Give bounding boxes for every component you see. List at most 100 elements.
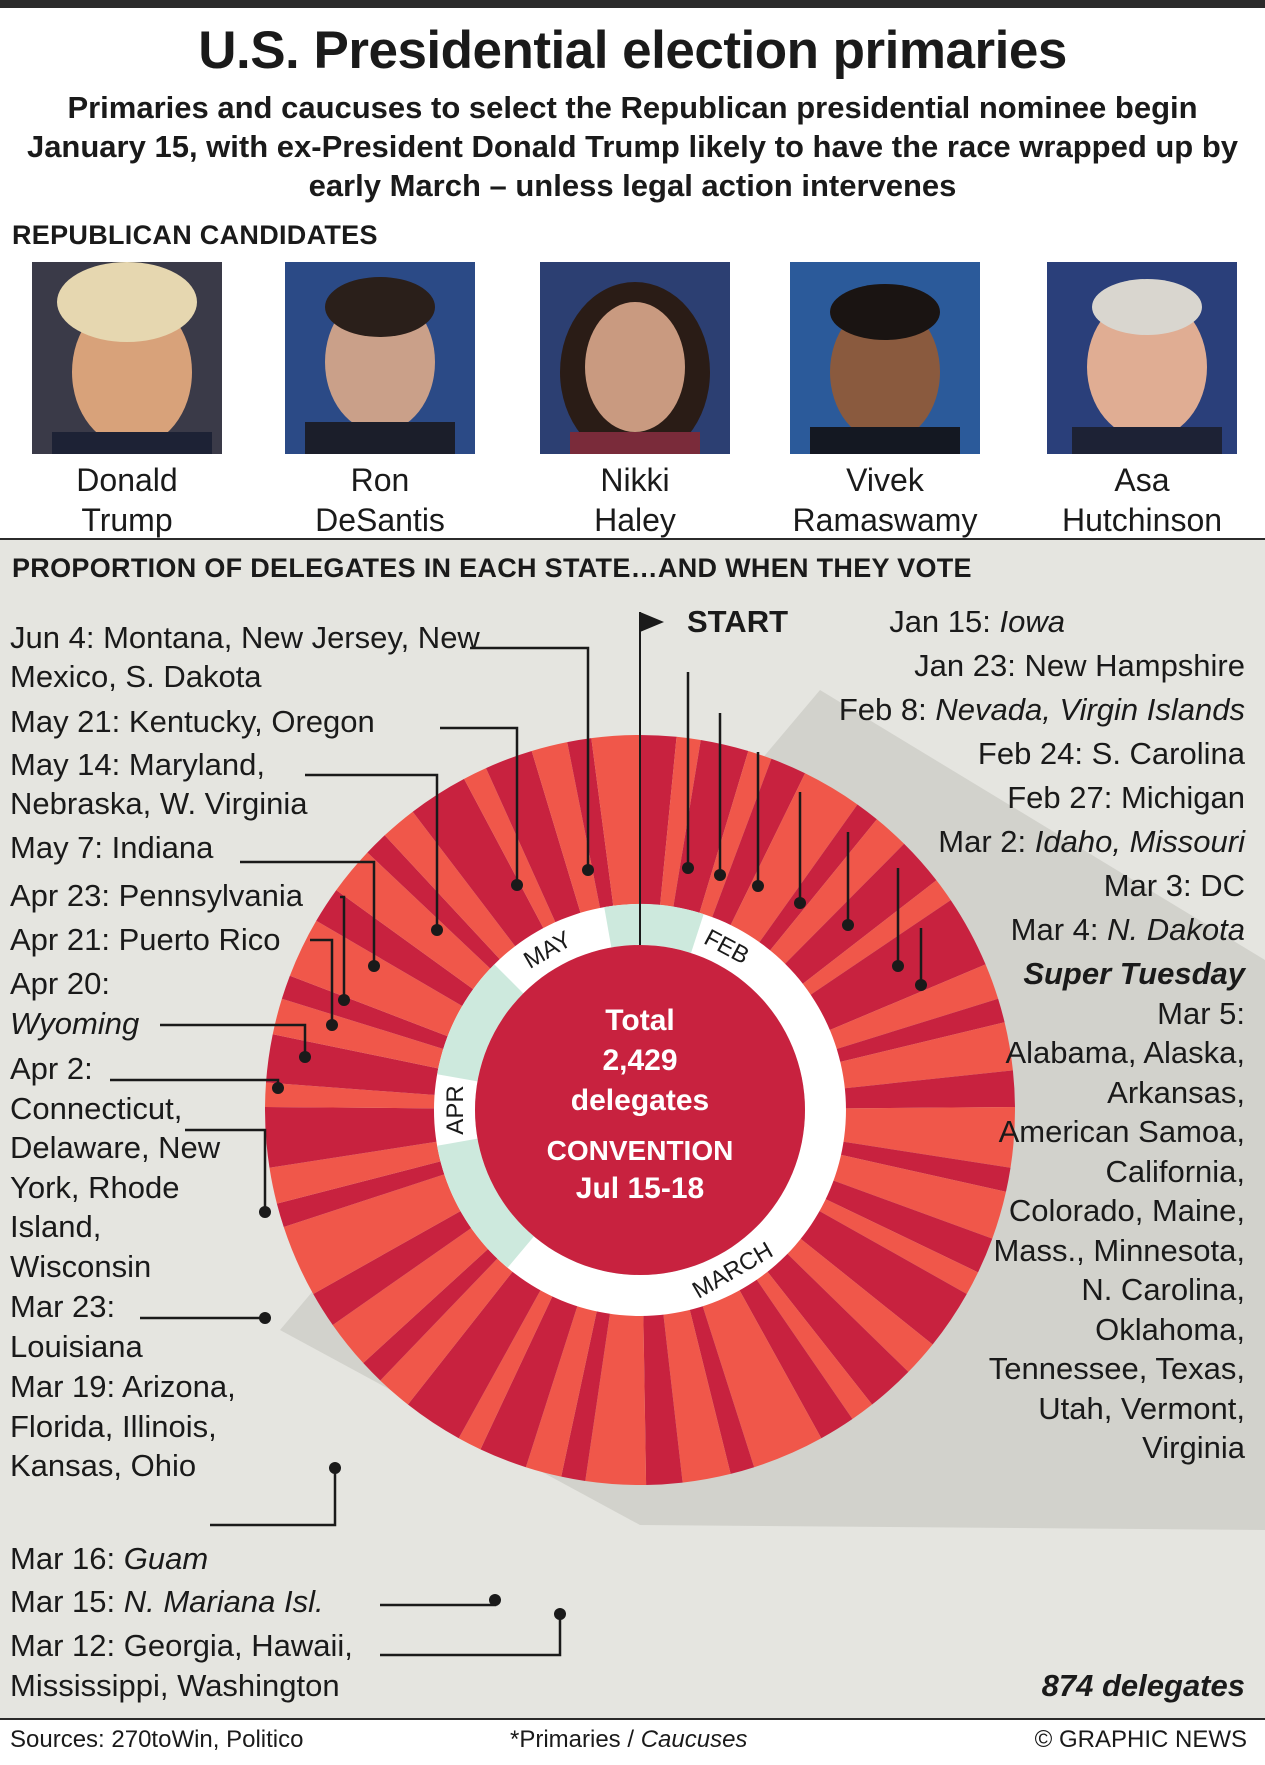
candidate-ramaswamy: Vivek Ramaswamy (790, 262, 980, 540)
event-date: Apr 23: (10, 878, 110, 913)
delegate-wedge (281, 975, 449, 1050)
event-apr20: Apr 20: Wyoming (10, 964, 139, 1044)
leader-line (185, 1128, 267, 1212)
candidate-last-name: Ramaswamy (792, 502, 978, 538)
delegate-wedge (799, 1210, 967, 1345)
footer-credit: © GRAPHIC NEWS (1034, 1726, 1247, 1753)
event-mar3: Mar 3: DC (1104, 866, 1245, 905)
event-mar16: Mar 16: Guam (10, 1539, 208, 1578)
leader-dot (489, 1594, 501, 1606)
top-rule (0, 0, 1265, 8)
event-date: Mar 2: (938, 824, 1027, 859)
event-jan23: Jan 23: New Hampshire (914, 646, 1245, 685)
event-date: May 7: (10, 830, 104, 865)
delegate-wedge (663, 1308, 731, 1483)
event-apr2: Apr 2: Connecticut, Delaware, New York, … (10, 1049, 240, 1286)
candidate-first-name: Vivek (846, 462, 924, 498)
super-tuesday-title: Super Tuesday (1023, 956, 1245, 991)
candidate-first-name: Nikki (600, 462, 670, 498)
delegate-wedge (485, 750, 581, 924)
delegate-wedge (591, 735, 640, 907)
delegate-wedge (640, 735, 677, 906)
candidate-name: Nikki Haley (540, 460, 730, 540)
candidates-heading-text: REPUBLICAN CANDIDATES (12, 220, 378, 250)
leader-dot (915, 979, 927, 991)
event-places: New Hampshire (1024, 648, 1245, 683)
leader-dot (338, 994, 350, 1006)
candidate-photo (285, 262, 475, 454)
event-mar2: Mar 2: Idaho, Missouri (938, 822, 1245, 861)
delegate-wedge (786, 1238, 933, 1372)
candidate-first-name: Ron (350, 462, 410, 498)
event-jun4: Jun 4: Montana, New Jersey, New Mexico, … (10, 618, 490, 696)
delegate-wedge (525, 1305, 597, 1477)
candidate-trump: Donald Trump (32, 262, 222, 540)
event-date: Jun 4: (10, 620, 95, 655)
center-total-line3: delegates (571, 1084, 709, 1117)
delegate-wedge (269, 1141, 442, 1204)
candidate-last-name: Haley (594, 502, 676, 538)
page-title: U.S. Presidential election primaries (198, 21, 1067, 80)
delegate-wedge (266, 1034, 440, 1095)
month-band (437, 1138, 534, 1268)
leader-dot (299, 1051, 311, 1063)
event-date: Apr 2: (10, 1051, 93, 1086)
leader-line (160, 1023, 307, 1057)
delegate-wedge (832, 1154, 1006, 1239)
delegate-wedge (283, 1173, 462, 1294)
leader-line (470, 646, 590, 870)
event-places: Georgia, Hawaii, Mississippi, Washington (10, 1628, 353, 1703)
event-places: Nevada, Virgin Islands (935, 692, 1245, 727)
delegate-wedge (363, 1248, 499, 1381)
event-date: May 14: (10, 747, 121, 782)
panel-top-rule (0, 538, 1265, 540)
event-places: Montana, New Jersey, New Mexico, S. Dako… (10, 620, 480, 694)
delegate-wedge (265, 1106, 438, 1168)
delegate-wedge (561, 1310, 611, 1481)
calendar-heading-text: PROPORTION OF DELEGATES IN EACH STATE…AN… (12, 553, 972, 583)
delegate-wedge (835, 998, 1005, 1063)
delegate-wedge (702, 1289, 822, 1468)
delegate-wedge (689, 1305, 755, 1474)
event-apr23: Apr 23: Pennsylvania (10, 876, 303, 915)
leader-dot (682, 862, 694, 874)
center-disc (475, 945, 805, 1275)
event-mar4: Mar 4: N. Dakota (1011, 910, 1245, 949)
candidate-first-name: Donald (76, 462, 178, 498)
candidate-name: Donald Trump (32, 460, 222, 540)
event-places: Kentucky, Oregon (128, 704, 375, 739)
legend-caucuses: Caucuses (640, 1726, 748, 1753)
leader-line (440, 726, 519, 885)
event-places: N. Dakota (1107, 912, 1245, 947)
event-jan15: Jan 15: Iowa (889, 602, 1065, 641)
super-tuesday-delegate-count: 874 delegates (1041, 1668, 1245, 1703)
delegate-wedge (567, 738, 614, 909)
delegate-wedge (756, 1271, 873, 1420)
candidate-name: Asa Hutchinson (1047, 460, 1237, 540)
event-date: Mar 19: (10, 1369, 116, 1404)
leader-dot (892, 960, 904, 972)
event-feb24: Feb 24: S. Carolina (978, 734, 1245, 773)
event-mar19: Mar 19: Arizona, Florida, Illinois, Kans… (10, 1367, 250, 1486)
event-places: Idaho, Missouri (1034, 824, 1245, 859)
leader-dot (259, 1312, 271, 1324)
candidate-photo (790, 262, 980, 454)
delegate-wedge (316, 890, 474, 1007)
delegate-wedge (730, 773, 858, 943)
event-places: Guam (123, 1541, 209, 1576)
event-date: Mar 4: (1010, 912, 1099, 947)
delegate-wedge (840, 1141, 1011, 1192)
delegate-wedge (842, 1106, 1016, 1168)
leader-line (380, 1614, 562, 1657)
candidate-last-name: DeSantis (315, 502, 445, 538)
event-places: Wyoming (10, 1006, 140, 1041)
super-tuesday-heading: Super Tuesday (1023, 954, 1245, 993)
candidate-name: Vivek Ramaswamy (790, 460, 980, 540)
leader-dot (259, 1206, 271, 1218)
event-date: Feb 24: (977, 736, 1084, 771)
event-may7: May 7: Indiana (10, 828, 213, 867)
center-total-line2: 2,429 (602, 1044, 677, 1077)
event-places: Indiana (111, 830, 214, 865)
delegate-wedge (384, 811, 516, 960)
